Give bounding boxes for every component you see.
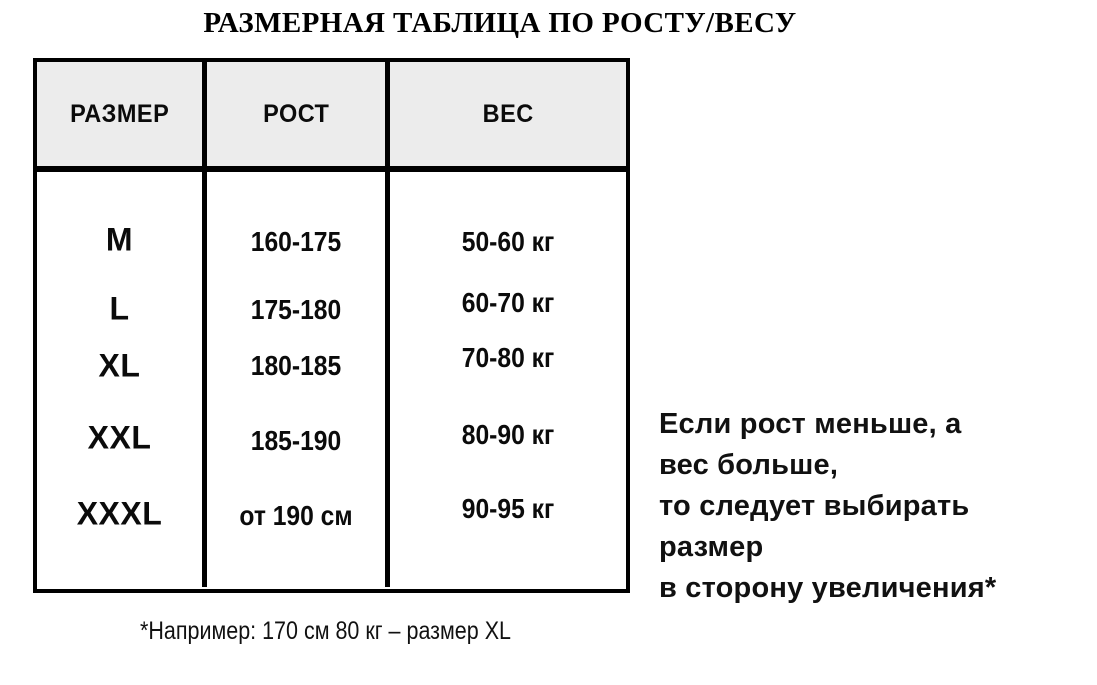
header-cell-height: РОСТ (207, 62, 390, 166)
cell-size-row5: XXXL (76, 495, 163, 532)
cell-height-row3: 180-185 (250, 350, 342, 381)
page-title: РАЗМЕРНАЯ ТАБЛИЦА ПО РОСТУ/ВЕСУ (203, 7, 797, 39)
header-cell-weight: ВЕС (390, 62, 626, 166)
note-line-2: вес больше, (659, 449, 839, 481)
note-line-3: то следует выбирать (659, 490, 970, 522)
header-label-weight: ВЕС (482, 99, 534, 128)
column-divider-2 (385, 172, 390, 587)
cell-height-row5: от 190 см (239, 500, 353, 531)
cell-weight-row4: 80-90 кг (461, 419, 555, 450)
size-table: РАЗМЕР РОСТ ВЕС M 160-175 50-60 кг L 175… (33, 58, 630, 593)
header-cell-size: РАЗМЕР (37, 62, 207, 166)
cell-height-row2: 175-180 (250, 294, 342, 325)
cell-height-row1: 160-175 (250, 226, 342, 257)
note-line-1: Если рост меньше, а (659, 408, 962, 440)
cell-weight-row1: 50-60 кг (461, 226, 555, 257)
note-text: Если рост меньше, а вес больше, то следу… (659, 404, 1091, 609)
column-divider-1 (202, 172, 207, 587)
footnote: *Например: 170 см 80 кг – размер XL (140, 617, 511, 645)
cell-weight-row5: 90-95 кг (461, 493, 555, 524)
header-label-height: РОСТ (262, 99, 330, 128)
cell-size-row4: XXL (87, 419, 152, 456)
note-line-5: в сторону увеличения* (659, 572, 997, 604)
cell-height-row4: 185-190 (250, 425, 342, 456)
cell-size-row2: L (109, 290, 130, 327)
table-body: M 160-175 50-60 кг L 175-180 60-70 кг XL… (37, 172, 626, 587)
table-header-row: РАЗМЕР РОСТ ВЕС (37, 62, 626, 172)
cell-weight-row2: 60-70 кг (461, 287, 555, 318)
cell-weight-row3: 70-80 кг (461, 342, 555, 373)
cell-size-row1: M (105, 221, 134, 258)
cell-size-row3: XL (98, 347, 141, 384)
header-label-size: РАЗМЕР (69, 99, 170, 128)
note-line-4: размер (659, 531, 764, 563)
